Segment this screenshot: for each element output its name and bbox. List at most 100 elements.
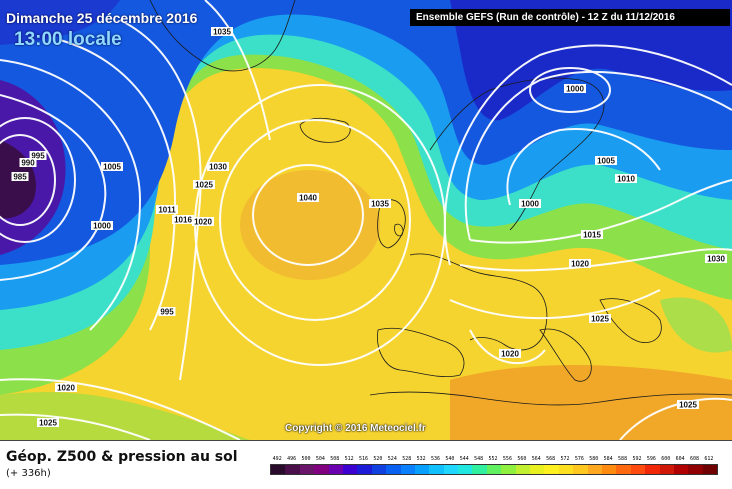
isobar-label-bg <box>172 215 194 224</box>
copyright-notice: Copyright © 2016 Meteociel.fr <box>285 423 426 434</box>
scale-swatch <box>472 465 487 474</box>
isobar-label: 1000 <box>519 199 541 209</box>
isobar-label: 1015 <box>581 230 603 240</box>
isobar-label-text: 1011 <box>158 206 176 215</box>
scale-swatch <box>515 465 531 474</box>
isobar-label-bg <box>158 307 176 316</box>
field-nw-blue <box>0 0 120 45</box>
isobar-label: 990 <box>19 158 37 168</box>
isobar-label-bg <box>589 314 611 323</box>
isobar-label-text: 1000 <box>521 200 539 209</box>
isobar-label-bg <box>499 349 521 358</box>
forecast-time: 13:00 locale <box>14 29 122 50</box>
iceland-coast <box>299 117 351 143</box>
color-scale-bar <box>270 464 718 475</box>
isobar-1010-east <box>443 44 732 266</box>
greenland-coast <box>149 0 296 72</box>
isobar-1025-east <box>449 289 661 320</box>
scale-swatch <box>601 465 617 474</box>
scale-swatch <box>558 465 574 474</box>
isobar-label-bg <box>207 162 229 171</box>
isobar-label: 1025 <box>37 418 59 428</box>
scale-tick-label: 524 <box>387 456 397 462</box>
scale-tick-label: 564 <box>531 456 541 462</box>
isobar-label-bg <box>11 172 29 181</box>
legend-footer: Géop. Z500 & pression au sol (+ 336h) 49… <box>0 440 732 489</box>
isobar-1020-east <box>459 248 732 272</box>
scale-tick-label: 592 <box>632 456 642 462</box>
isobar-label-bg <box>19 158 37 167</box>
isobar-label: 1020 <box>192 217 214 227</box>
isobar-label-bg <box>705 254 727 263</box>
scale-swatch <box>458 465 473 474</box>
isobar-label-text: 990 <box>21 159 35 168</box>
isobar-label: 1040 <box>297 193 319 203</box>
isobar-label-bg <box>192 217 214 226</box>
scale-tick-label: 532 <box>416 456 426 462</box>
isobar-label: 1020 <box>499 349 521 359</box>
isobar-990 <box>0 117 76 243</box>
scale-tick-label: 492 <box>272 456 282 462</box>
isobar-label-bg <box>595 156 617 165</box>
isobar-label-text: 995 <box>160 308 174 317</box>
isobar-label: 1030 <box>207 162 229 172</box>
isobar-label-text: 1020 <box>194 218 212 227</box>
scale-swatch <box>414 465 430 474</box>
isobar-label: 985 <box>11 172 29 182</box>
scale-tick-label: 572 <box>560 456 570 462</box>
iberia-coast <box>377 327 465 378</box>
scale-swatch <box>371 465 387 474</box>
isobar-label: 1011 <box>156 205 178 215</box>
isobar-label: 1020 <box>55 383 77 393</box>
isobar-label: 1025 <box>193 180 215 190</box>
isobar-label-text: 985 <box>13 173 27 182</box>
isobar-label-text: 1015 <box>583 231 601 240</box>
scale-swatch <box>616 465 631 474</box>
isobar-1000-east <box>529 67 611 113</box>
isobar-1035 <box>219 119 411 321</box>
scandinavia-coast <box>429 77 605 231</box>
scale-tick-label: 596 <box>646 456 656 462</box>
scale-tick-label: 536 <box>430 456 440 462</box>
isobar-label-bg <box>581 230 603 239</box>
scale-swatch <box>630 465 646 474</box>
isobar-label: 1035 <box>211 27 233 37</box>
scale-swatch <box>573 465 588 474</box>
scale-swatch <box>702 465 718 474</box>
field-deepblue-east <box>450 0 732 121</box>
isobar-label-bg <box>369 199 391 208</box>
isobar-1005-west <box>59 39 177 331</box>
scale-tick-label: 604 <box>675 456 685 462</box>
isobar-label-text: 1025 <box>591 315 609 324</box>
isobar-1040 <box>252 164 364 266</box>
scale-tick-label: 588 <box>618 456 628 462</box>
field-high-core <box>240 170 380 280</box>
scale-tick-label: 504 <box>315 456 325 462</box>
scale-tick-label: 544 <box>459 456 469 462</box>
scale-swatch <box>544 465 559 474</box>
isobar-label-bg <box>677 400 699 409</box>
model-run-info: Ensemble GEFS (Run de contrôle) - 12 Z d… <box>410 9 730 26</box>
field-sw-green <box>0 392 250 440</box>
isobar-label-bg <box>519 199 541 208</box>
scale-tick-label: 516 <box>359 456 369 462</box>
isobar-label: 1025 <box>677 400 699 410</box>
isobar-label: 995 <box>158 307 176 317</box>
isobar-label: 1016 <box>172 215 194 225</box>
isobar-1000-west <box>0 59 142 331</box>
field-east-green <box>660 297 732 353</box>
isobar-1010-west <box>119 19 202 381</box>
isobar-label: 1030 <box>705 254 727 264</box>
isobar-label-text: 1020 <box>571 260 589 269</box>
scale-swatch <box>587 465 602 474</box>
isobar-label: 1000 <box>564 84 586 94</box>
scale-tick-label: 496 <box>287 456 297 462</box>
forecast-date: Dimanche 25 décembre 2016 <box>6 10 198 26</box>
scale-swatch <box>342 465 358 474</box>
isobar-label-text: 1025 <box>679 401 697 410</box>
isobar-label-text: 1016 <box>174 216 192 225</box>
scale-swatch <box>688 465 703 474</box>
isobar-label-text: 1025 <box>39 419 57 428</box>
isobar-985 <box>0 134 56 226</box>
